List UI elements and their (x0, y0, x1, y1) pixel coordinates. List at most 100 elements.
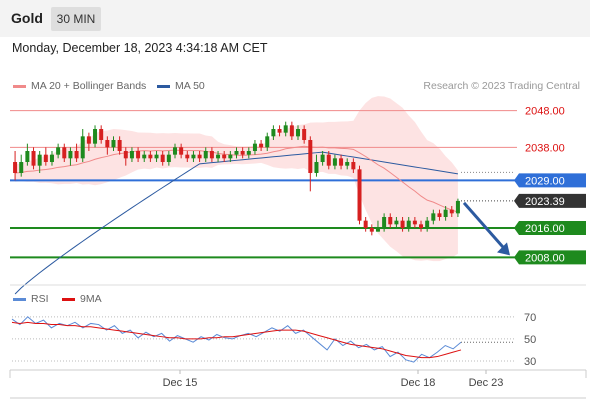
level-tag-2029.00 (514, 173, 586, 188)
candle-body (339, 158, 344, 166)
candle-body (314, 162, 319, 173)
candle-body (31, 151, 36, 166)
candle-body (320, 154, 325, 162)
rsi-swatch (13, 297, 26, 301)
candle-body (357, 169, 362, 221)
candle-body (99, 129, 104, 140)
level-label-2038.00: 2038.00 (525, 142, 565, 154)
candle-body (296, 129, 301, 137)
level-label-2048.00: 2048.00 (525, 106, 565, 118)
candle-body (80, 136, 85, 159)
candle-body (419, 224, 424, 228)
candle-body (93, 129, 98, 144)
last-price-label: 2023.39 (525, 196, 565, 208)
ma50-swatch (157, 84, 170, 88)
candle-body (382, 217, 387, 228)
legend-9ma: 9MA (62, 293, 102, 305)
last-price-tag (514, 193, 586, 208)
rsi-series-9ma (11, 321, 462, 359)
candle-body (105, 140, 110, 148)
candle-body (437, 213, 442, 217)
candle-body (203, 151, 208, 159)
chart-datetime: Monday, December 18, 2023 4:34:18 AM CET (12, 41, 268, 55)
x-tick-label-dec-23: Dec 23 (469, 377, 504, 389)
candle-body (166, 154, 171, 162)
candle-body (234, 151, 239, 155)
legend-ma50: MA 50 (157, 80, 205, 92)
copyright-text: Research © 2023 Trading Central (423, 80, 580, 92)
candle-body (369, 228, 374, 232)
candles-group (13, 121, 460, 236)
candle-body (289, 125, 294, 137)
candle-body (412, 220, 417, 225)
candle-body (216, 154, 221, 159)
candle-body (283, 125, 288, 133)
rsi-tick-30: 30 (524, 356, 536, 368)
rsi-tick-50: 50 (524, 334, 536, 346)
forecast-arrow-shaft (462, 201, 507, 251)
timeframe-button[interactable]: 30 MIN (51, 7, 101, 31)
candle-body (308, 140, 313, 173)
candle-body (117, 140, 122, 151)
candle-body (49, 154, 54, 162)
ma20-label: MA 20 + Bollinger Bands (31, 80, 147, 92)
candle-body (160, 154, 165, 162)
candle-body (13, 162, 18, 173)
bollinger-band-area (15, 96, 458, 262)
candle-body (142, 154, 147, 159)
candle-body (154, 154, 159, 159)
level-tag-2016.00 (514, 221, 586, 235)
candle-body (172, 147, 177, 155)
candle-body (222, 154, 227, 159)
candle-body (265, 136, 270, 148)
candle-body (228, 154, 233, 159)
candle-body (351, 162, 356, 170)
candle-body (345, 162, 350, 166)
candle-body (179, 147, 184, 155)
level-label-2029.00: 2029.00 (525, 175, 565, 187)
candle-body (37, 154, 42, 166)
candle-body (388, 217, 393, 225)
candle-body (425, 220, 430, 228)
level-label-2008.00: 2008.00 (525, 252, 565, 264)
candle-body (191, 154, 196, 159)
candle-body (68, 151, 73, 159)
candle-body (185, 154, 190, 159)
ma50-label: MA 50 (175, 80, 205, 92)
candle-body (136, 151, 141, 159)
candle-body (277, 129, 282, 133)
x-tick-label-dec-18: Dec 18 (401, 377, 436, 389)
legend-ma20: MA 20 + Bollinger Bands (13, 80, 146, 92)
level-tag-2008.00 (514, 250, 586, 265)
forecast-arrow-head (497, 242, 510, 256)
candle-body (443, 209, 448, 217)
candle-body (43, 154, 48, 162)
top-bar: Gold 30 MIN (0, 0, 590, 37)
instrument-title: Gold (11, 10, 43, 26)
level-label-2016.00: 2016.00 (525, 223, 565, 235)
candle-body (394, 220, 399, 225)
candle-body (123, 151, 128, 159)
ma9-swatch (62, 297, 75, 301)
legend-rsi: RSI (13, 293, 49, 305)
rsi-tick-70: 70 (524, 312, 536, 324)
candle-body (74, 151, 79, 159)
ma9-label: 9MA (80, 293, 102, 305)
rsi-label: RSI (31, 293, 49, 305)
candle-body (197, 154, 202, 159)
candle-body (455, 200, 460, 214)
candle-body (19, 162, 24, 173)
ma20-swatch (13, 84, 26, 88)
candle-body (400, 220, 405, 228)
candle-body (326, 154, 331, 166)
ma50-line (14, 151, 459, 295)
candle-body (148, 154, 153, 159)
candle-body (129, 151, 134, 159)
rsi-series-rsi (11, 316, 462, 363)
candle-body (406, 220, 411, 228)
candle-body (302, 129, 307, 140)
candle-body (111, 140, 116, 148)
candle-body (62, 147, 67, 159)
candle-body (259, 143, 264, 148)
